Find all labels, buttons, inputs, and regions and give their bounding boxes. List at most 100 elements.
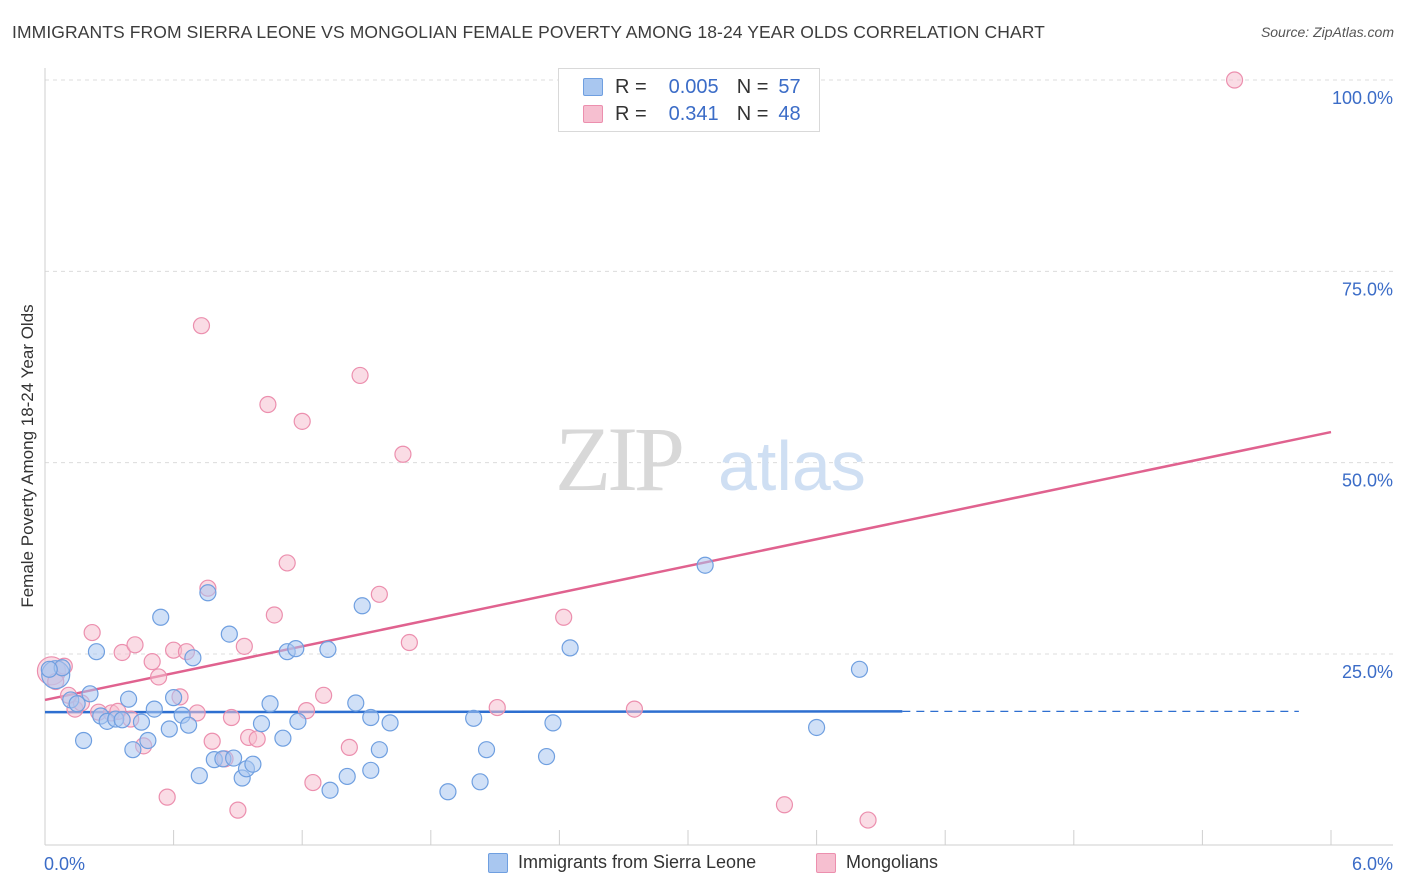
point-mongolians — [83, 623, 101, 642]
point-mongolians — [304, 773, 322, 792]
point-sierra-leone — [353, 597, 371, 615]
point-mongolians — [222, 708, 241, 727]
point-mongolians — [158, 788, 176, 806]
point-sierra-leone — [145, 700, 163, 718]
chart-title: IMMIGRANTS FROM SIERRA LEONE VS MONGOLIA… — [12, 22, 1045, 42]
axes — [44, 68, 1393, 846]
point-sierra-leone — [40, 660, 58, 678]
point-mongolians — [192, 317, 211, 335]
point-sierra-leone — [477, 741, 496, 759]
point-mongolians — [340, 738, 358, 756]
point-mongolians — [235, 637, 253, 655]
legend-n-label: N = — [736, 75, 769, 98]
legend-swatch-blue — [488, 852, 508, 873]
point-sierra-leone — [807, 718, 826, 737]
point-sierra-leone — [165, 689, 183, 707]
point-sierra-leone — [696, 556, 714, 574]
point-mongolians — [775, 796, 794, 814]
point-mongolians — [1225, 71, 1244, 89]
legend-n-value-blue: 57 — [778, 75, 801, 98]
point-mongolians — [625, 700, 644, 718]
point-sierra-leone — [225, 749, 243, 767]
point-sierra-leone — [274, 729, 292, 747]
data-points — [36, 71, 1244, 829]
point-mongolians — [113, 643, 131, 662]
point-sierra-leone — [439, 783, 457, 801]
legend-swatch-pink — [816, 852, 836, 873]
point-sierra-leone — [370, 741, 388, 759]
point-mongolians — [143, 653, 161, 671]
point-mongolians — [229, 801, 247, 819]
watermark-atlas: atlas — [718, 427, 866, 505]
point-sierra-leone — [338, 767, 356, 786]
legend-n-value-pink: 48 — [778, 102, 801, 125]
x-tick-label: 6.0% — [1352, 854, 1393, 874]
point-sierra-leone — [139, 731, 157, 750]
point-mongolians — [278, 554, 296, 572]
point-sierra-leone — [544, 714, 562, 732]
watermark: ZIP atlas — [555, 408, 866, 510]
point-mongolians — [259, 395, 277, 414]
y-tick-label: 100.0% — [1332, 88, 1393, 108]
correlation-legend: R = 0.005 N = 57 R = 0.341 N = 48 — [558, 68, 820, 132]
legend-n-label: N = — [736, 102, 769, 125]
point-sierra-leone — [199, 584, 217, 602]
point-sierra-leone — [160, 720, 178, 738]
point-sierra-leone — [287, 640, 305, 658]
point-sierra-leone — [244, 755, 262, 773]
y-tick-label: 25.0% — [1342, 662, 1393, 682]
point-sierra-leone — [81, 685, 99, 703]
point-mongolians — [351, 366, 369, 385]
point-mongolians — [859, 811, 877, 829]
point-sierra-leone — [347, 694, 365, 712]
point-mongolians — [149, 668, 168, 686]
tick-labels: 25.0% 50.0% 75.0% 100.0% 0.0% 6.0% — [44, 88, 1393, 874]
point-mongolians — [203, 732, 221, 750]
legend-swatch-pink — [583, 105, 603, 123]
point-sierra-leone — [561, 639, 579, 657]
point-mongolians — [488, 698, 506, 717]
legend-r-label: R = — [615, 75, 647, 98]
trend-line-mongolians — [44, 430, 1332, 702]
point-mongolians — [555, 608, 573, 626]
point-mongolians — [126, 636, 144, 654]
y-tick-label: 50.0% — [1342, 471, 1393, 491]
point-mongolians — [394, 445, 412, 463]
point-sierra-leone — [180, 716, 198, 734]
point-sierra-leone — [68, 695, 86, 713]
point-sierra-leone — [321, 781, 339, 799]
legend-row-mongolians: R = 0.341 N = 48 — [583, 102, 801, 126]
legend-swatch-blue — [583, 78, 603, 96]
legend-item-sierra-leone[interactable]: Immigrants from Sierra Leone — [488, 852, 756, 873]
legend-item-mongolians[interactable]: Mongolians — [816, 852, 938, 873]
point-sierra-leone — [850, 660, 869, 678]
point-sierra-leone — [319, 640, 337, 659]
point-mongolians — [400, 633, 418, 652]
point-mongolians — [315, 686, 333, 704]
point-sierra-leone — [362, 708, 380, 727]
point-sierra-leone — [465, 709, 483, 727]
point-sierra-leone — [261, 695, 279, 713]
point-sierra-leone — [252, 715, 271, 733]
point-sierra-leone — [119, 690, 138, 708]
point-sierra-leone — [471, 773, 489, 791]
legend-row-sierra-leone: R = 0.005 N = 57 — [583, 75, 801, 99]
point-sierra-leone — [381, 714, 399, 732]
legend-r-value-pink: 0.341 — [668, 102, 719, 125]
point-sierra-leone — [220, 625, 238, 643]
y-axis-label: Female Poverty Among 18-24 Year Olds — [18, 304, 37, 607]
legend-label-sierra-leone: Immigrants from Sierra Leone — [518, 852, 757, 872]
point-sierra-leone — [289, 712, 307, 730]
trend-lines — [44, 430, 1332, 714]
point-sierra-leone — [132, 713, 151, 731]
point-sierra-leone — [190, 767, 208, 785]
point-sierra-leone — [152, 608, 170, 626]
point-sierra-leone — [87, 643, 106, 661]
grid-lines — [45, 79, 1393, 655]
legend-r-label: R = — [615, 102, 647, 125]
point-sierra-leone — [537, 747, 556, 766]
point-sierra-leone — [362, 761, 380, 779]
point-mongolians — [248, 730, 266, 748]
x-tick-label: 0.0% — [44, 854, 85, 874]
